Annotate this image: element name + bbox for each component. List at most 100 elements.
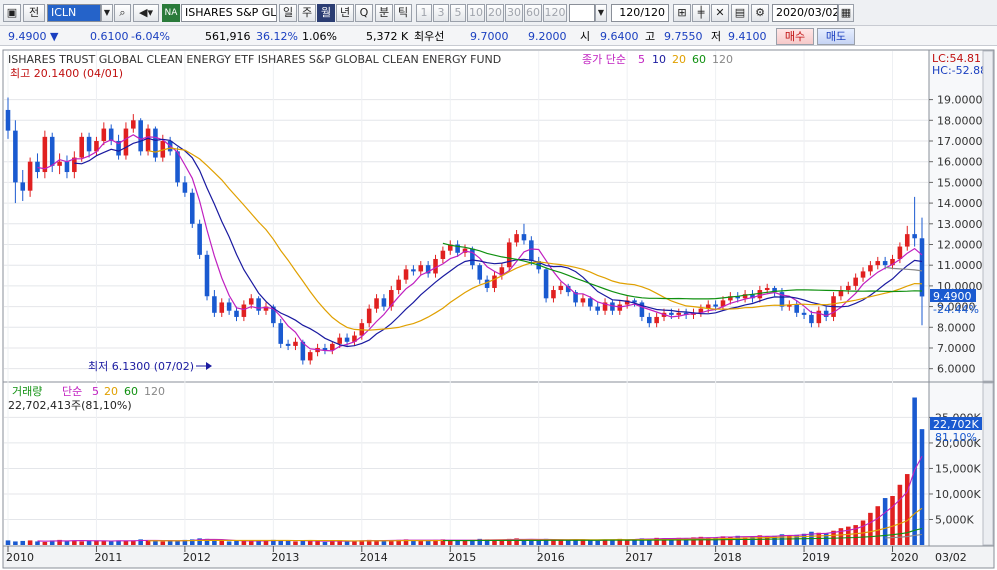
- tab-month[interactable]: 월: [317, 4, 335, 22]
- price-scrollbar[interactable]: [982, 50, 994, 382]
- high-price: 9.7550: [664, 30, 703, 43]
- volume-bar: [425, 540, 431, 545]
- candle-body: [101, 128, 107, 141]
- crosshair-icon[interactable]: ✕: [711, 4, 729, 22]
- calendar-icon[interactable]: ▦: [838, 4, 854, 22]
- price-ma-20: 20: [672, 53, 686, 66]
- tab-quarter[interactable]: Q: [355, 4, 373, 22]
- volume-bar: [462, 540, 468, 545]
- volume-bar: [477, 538, 483, 545]
- sell-button[interactable]: 매도: [817, 28, 855, 45]
- volume-bar: [160, 541, 166, 545]
- search-icon[interactable]: ⌕: [114, 4, 131, 22]
- price-tick-label: 15.0000: [937, 176, 983, 189]
- gear-icon[interactable]: ⚙: [751, 4, 769, 22]
- minute-option-30[interactable]: 30: [505, 4, 523, 22]
- candle-body: [853, 277, 858, 286]
- volume-bar: [772, 535, 777, 545]
- volume-bar: [580, 539, 586, 545]
- candle-body: [639, 302, 645, 317]
- candle-body: [470, 248, 475, 266]
- minute-option-60[interactable]: 60: [524, 4, 542, 22]
- period-dropdown-icon[interactable]: ▼: [595, 4, 607, 22]
- volume-bar: [64, 540, 70, 545]
- minute-option-3[interactable]: 3: [433, 4, 449, 22]
- candle-body: [897, 246, 903, 259]
- custom-period-input[interactable]: [569, 4, 595, 22]
- volume-bar: [447, 540, 453, 545]
- time-tick-label: 2014: [360, 551, 388, 564]
- volume-bar: [639, 538, 645, 545]
- candle-body: [838, 290, 844, 297]
- candle-body: [728, 296, 733, 301]
- zoom-bars-icon[interactable]: ⊞: [673, 4, 691, 22]
- volume-ma-20: 20: [104, 385, 118, 398]
- ticker-code-input[interactable]: ICLN: [47, 4, 101, 22]
- volume-ma-120: 120: [144, 385, 165, 398]
- candle-body: [602, 302, 608, 311]
- volume-bar: [529, 539, 534, 545]
- volume-bar: [440, 539, 446, 545]
- volume-bar: [337, 540, 342, 545]
- low-price: 9.4100: [728, 30, 767, 43]
- tab-week[interactable]: 주: [298, 4, 316, 22]
- minute-option-1[interactable]: 1: [416, 4, 432, 22]
- volume-bar: [846, 526, 851, 545]
- volume-bar: [167, 540, 173, 545]
- save-icon[interactable]: ▤: [731, 4, 749, 22]
- volume-bar: [757, 535, 763, 545]
- candle-body: [189, 192, 195, 224]
- volume-bar: [411, 540, 416, 545]
- volume-bar: [779, 534, 785, 545]
- candle-body: [271, 306, 276, 324]
- volume-bar: [897, 484, 903, 545]
- candle-body: [816, 310, 822, 324]
- buy-button[interactable]: 매수: [776, 28, 814, 45]
- chart-title: ISHARES TRUST GLOBAL CLEAN ENERGY ETF IS…: [8, 53, 501, 66]
- volume-bar: [271, 539, 276, 545]
- price-ma-120: 120: [712, 53, 733, 66]
- volume-bar: [654, 537, 659, 545]
- candle-body: [514, 234, 519, 243]
- candle-body: [875, 261, 881, 266]
- volume-bar: [153, 540, 158, 545]
- chart-menu-icon[interactable]: ▣: [3, 4, 21, 22]
- candle-body: [705, 304, 711, 309]
- candle-body: [735, 296, 741, 299]
- candle-body: [182, 182, 188, 193]
- price-tick-label: 9.0000: [937, 301, 976, 314]
- volume-scrollbar[interactable]: [982, 382, 994, 546]
- exchange-selector[interactable]: 전: [23, 4, 45, 22]
- speaker-icon[interactable]: ◀▾: [133, 4, 159, 22]
- candle-settings-icon[interactable]: ╪: [692, 4, 710, 22]
- volume-ma-label: 단순: [62, 385, 82, 398]
- volume-bar: [256, 540, 261, 545]
- candle-body: [919, 238, 925, 297]
- minute-option-5[interactable]: 5: [450, 4, 466, 22]
- price-change-pct: -6.04%: [131, 30, 170, 43]
- tab-year[interactable]: 년: [336, 4, 354, 22]
- minute-option-20[interactable]: 20: [486, 4, 504, 22]
- tab-day[interactable]: 일: [279, 4, 297, 22]
- minute-option-10[interactable]: 10: [467, 4, 485, 22]
- volume-bar: [72, 540, 77, 545]
- last-price-tag-bg: [930, 289, 976, 302]
- volume-bar: [890, 496, 895, 545]
- volume-bar: [189, 539, 195, 545]
- time-tick-label: 2020: [891, 551, 919, 564]
- volume-bar: [558, 539, 564, 545]
- candle-body: [764, 287, 770, 291]
- volume-tick-label: 5,000K: [935, 513, 974, 526]
- volume-bar: [322, 541, 328, 545]
- volume-bar: [123, 540, 129, 545]
- tab-minute[interactable]: 분: [375, 4, 393, 22]
- bid-price: 9.7000: [470, 30, 509, 43]
- ticker-dropdown-icon[interactable]: ▼: [101, 4, 113, 22]
- volume-bar: [138, 539, 143, 545]
- candle-body: [558, 285, 564, 291]
- date-field[interactable]: 2020/03/02: [772, 4, 838, 22]
- tab-tick[interactable]: 틱: [394, 4, 412, 22]
- bar-count-field[interactable]: 120/120: [611, 4, 669, 22]
- volume-bar: [352, 540, 357, 545]
- minute-option-120[interactable]: 120: [543, 4, 567, 22]
